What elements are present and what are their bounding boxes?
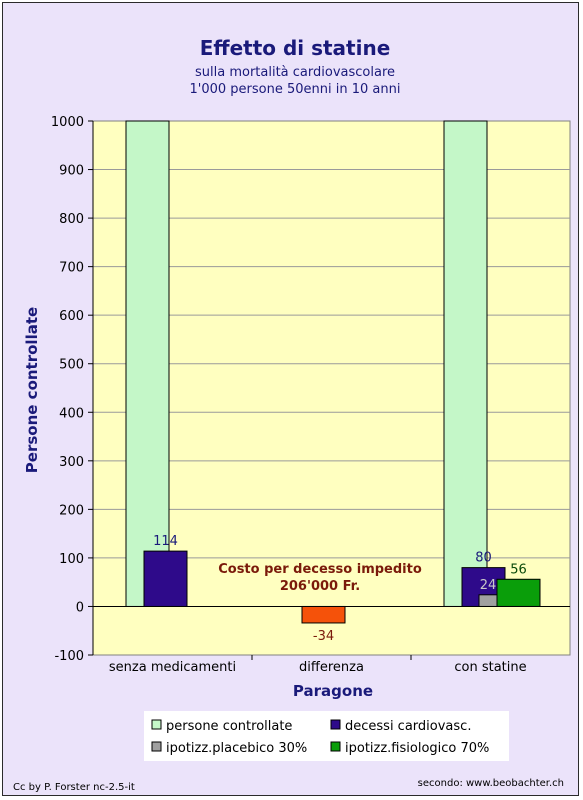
- chart-subtitle-line-1: sulla mortalità cardiovascolare: [195, 65, 395, 80]
- y-tick-label: 400: [59, 406, 84, 421]
- y-tick-label: 500: [59, 358, 84, 373]
- legend-label: persone controllate: [166, 719, 292, 734]
- y-tick-label: 600: [59, 309, 84, 324]
- y-tick-label: 800: [59, 212, 84, 227]
- bar-differenza: [301, 605, 346, 624]
- bar-ipotizz-placebico: [478, 594, 498, 607]
- cost-annotation-line-1: Costo per decesso impedito: [218, 562, 422, 577]
- legend-box: [144, 711, 509, 761]
- x-tick-label: differenza: [299, 660, 364, 675]
- legend-swatch: [151, 719, 162, 730]
- data-label: 80: [475, 551, 492, 566]
- y-tick-label: 300: [59, 455, 84, 470]
- chart-subtitle-line-2: 1'000 persone 50enni in 10 anni: [190, 82, 401, 97]
- y-tick-label: 700: [59, 261, 84, 276]
- chart-title: Effetto di statine: [200, 36, 391, 60]
- data-label: 24: [480, 578, 497, 593]
- legend-label: decessi cardiovasc.: [345, 719, 471, 734]
- bar-decessi-cardiovasc: [143, 550, 188, 607]
- legend-swatch: [330, 719, 341, 730]
- y-tick-label: 1000: [51, 115, 84, 130]
- y-tick-label: 100: [59, 552, 84, 567]
- footer-source: secondo: www.beobachter.ch: [418, 778, 564, 789]
- bar-chart: Effetto di statine sulla mortalità cardi…: [13, 36, 571, 793]
- y-tick-label: 0: [76, 600, 84, 615]
- y-axis-label: Persone controllate: [23, 307, 41, 473]
- x-axis-label: Paragone: [293, 682, 373, 700]
- y-tick-label: 200: [59, 503, 84, 518]
- legend-label: ipotizz.fisiologico 70%: [345, 741, 489, 756]
- cost-annotation-line-2: 206'000 Fr.: [280, 579, 360, 594]
- x-tick-label: con statine: [454, 660, 526, 675]
- y-tick-label: 900: [59, 164, 84, 179]
- bar-ipotizz-fisiologico: [496, 578, 541, 607]
- data-label: 56: [510, 562, 527, 577]
- legend-label: ipotizz.placebico 30%: [166, 741, 307, 756]
- legend: persone controllate decessi cardiovasc. ip…: [144, 711, 509, 761]
- legend-swatch: [151, 741, 162, 752]
- x-tick-label: senza medicamenti: [109, 660, 236, 675]
- bar-persone-controllate: [443, 120, 488, 607]
- bar-persone-controllate: [125, 120, 170, 607]
- plot-area: -100 0 100 200 300 400 500 600 700 800 900 1000 senz…: [51, 115, 571, 675]
- legend-swatch: [330, 741, 341, 752]
- footer-credit: Cc by P. Forster nc-2.5-it: [13, 782, 135, 793]
- y-tick-label: -100: [54, 649, 84, 664]
- data-label: -34: [313, 629, 334, 644]
- data-label: 114: [153, 534, 178, 549]
